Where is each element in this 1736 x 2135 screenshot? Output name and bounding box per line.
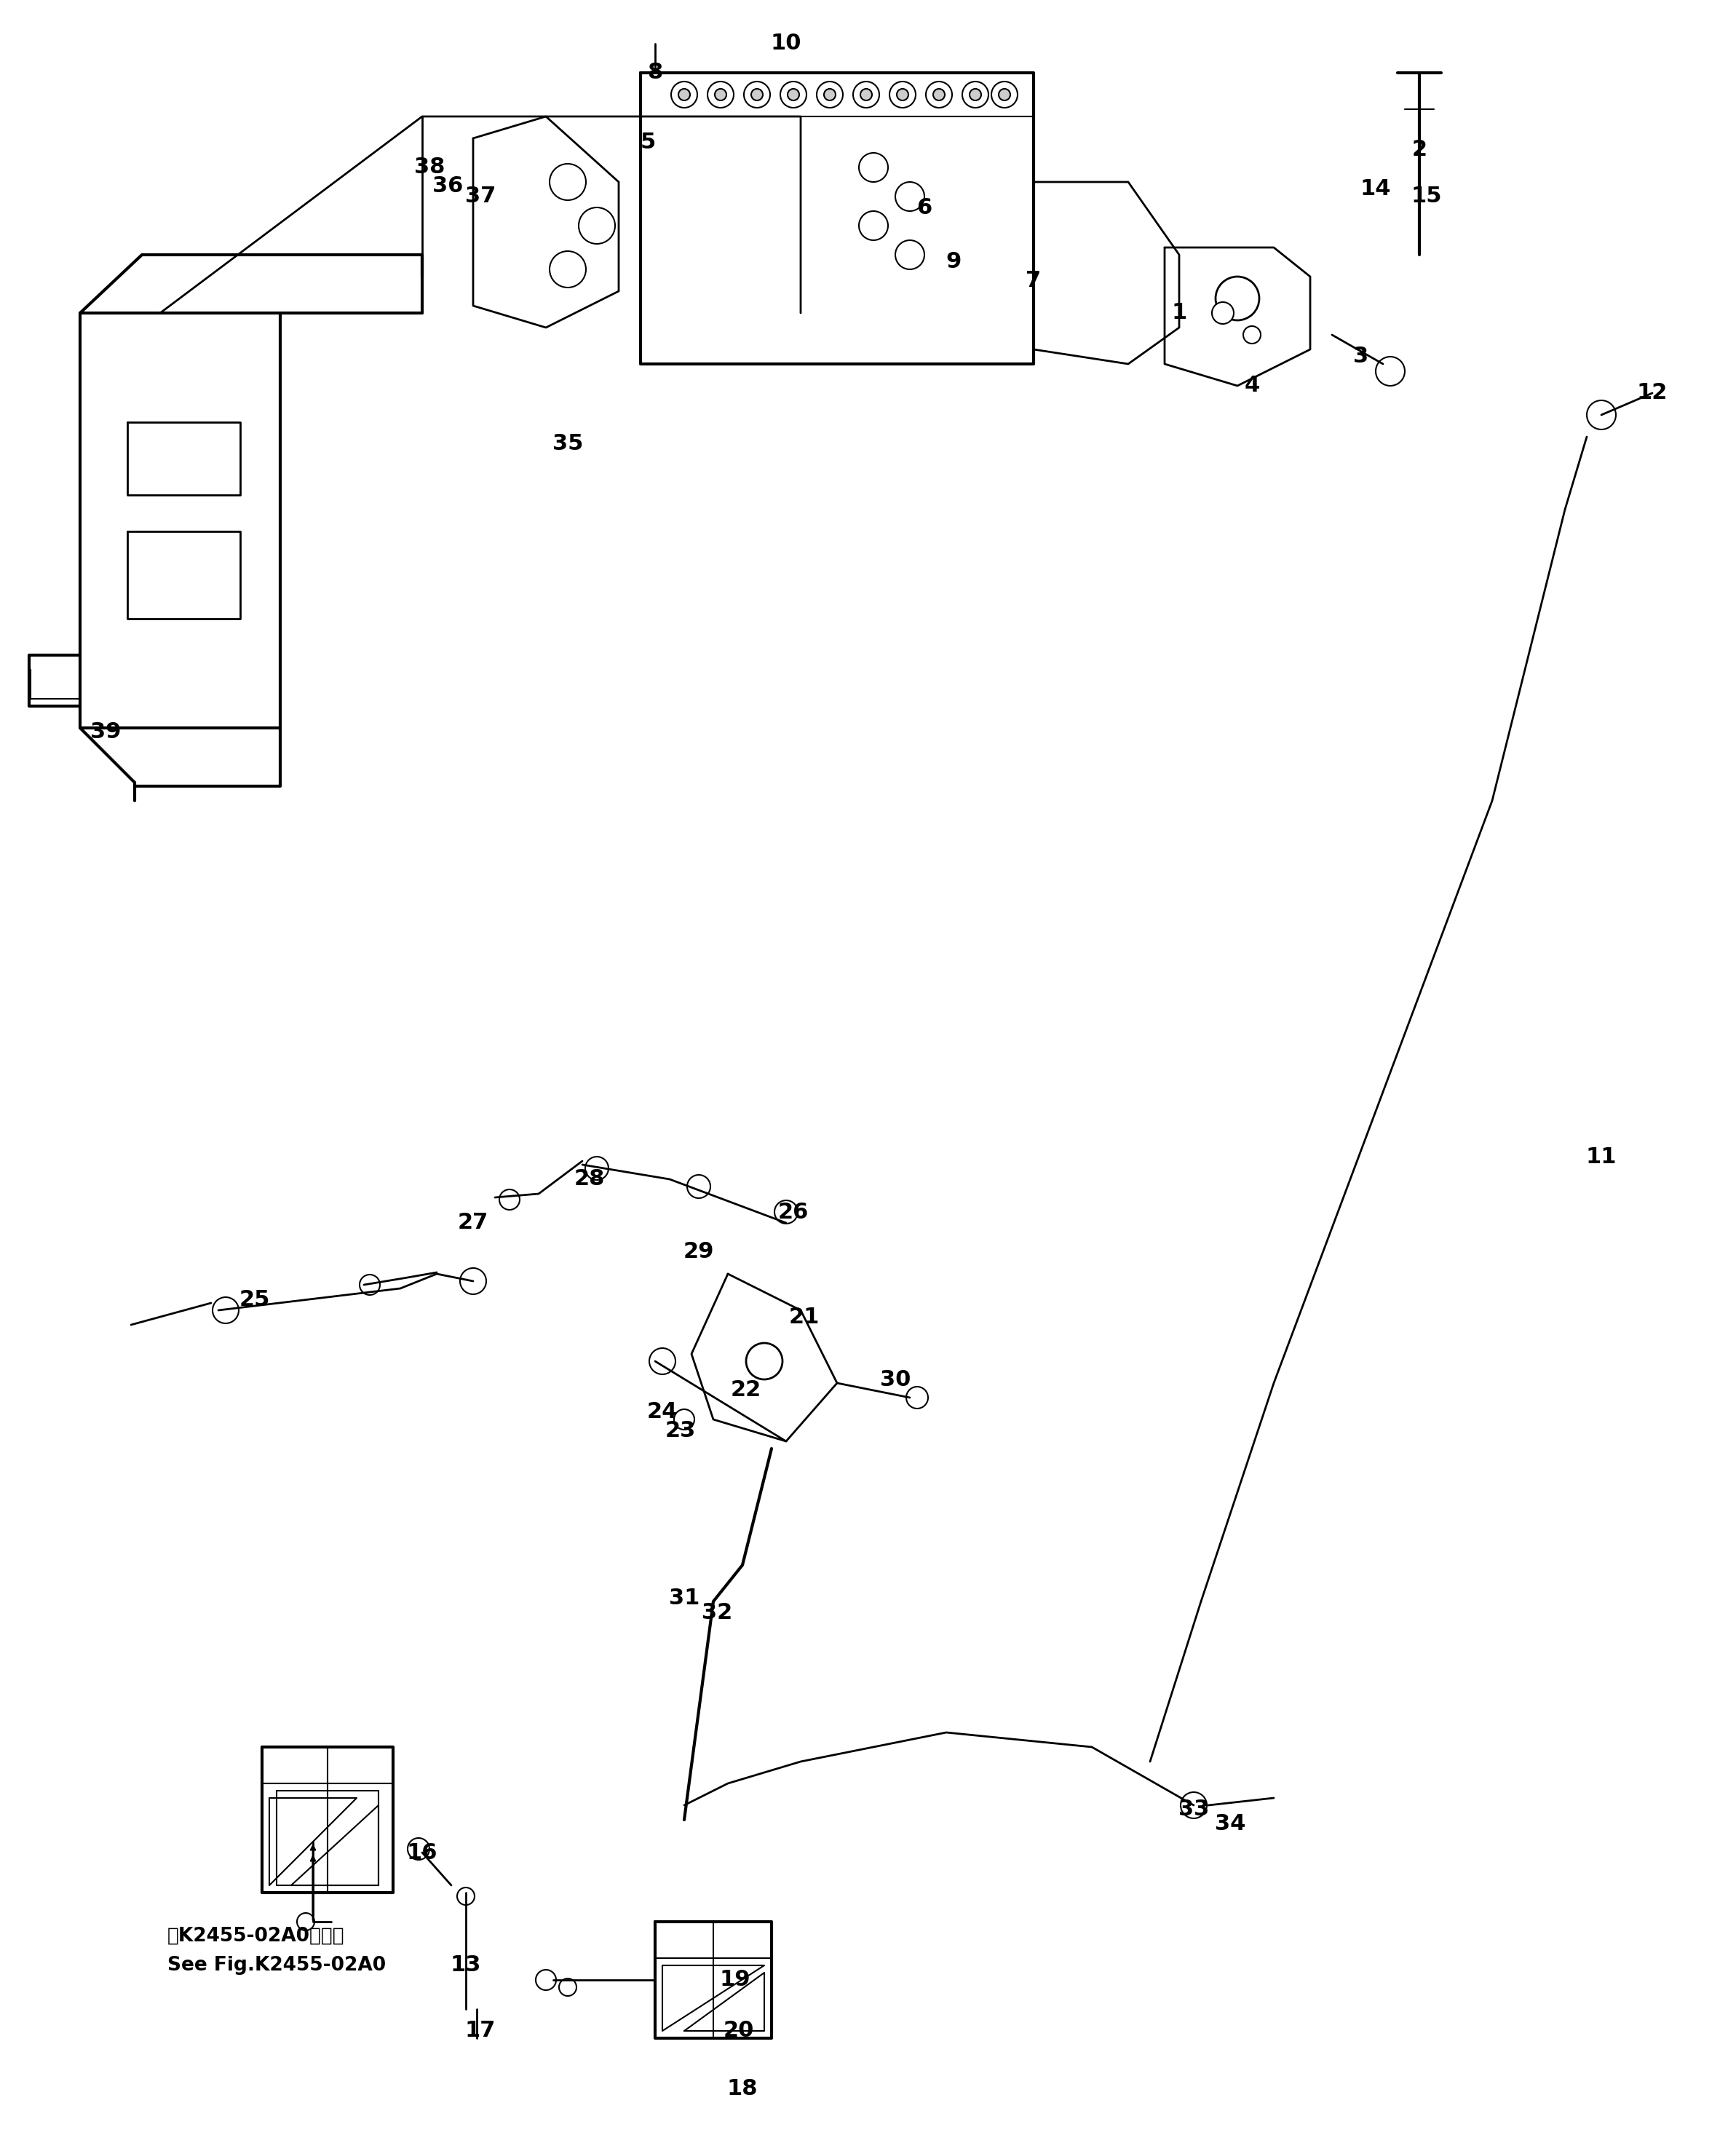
Circle shape	[852, 81, 878, 107]
Circle shape	[408, 1838, 429, 1860]
Circle shape	[779, 81, 807, 107]
Text: 13: 13	[450, 1956, 481, 1977]
Text: 14: 14	[1361, 179, 1391, 201]
Circle shape	[536, 1971, 556, 1990]
Text: 8: 8	[648, 62, 663, 83]
Circle shape	[825, 90, 835, 100]
Text: 36: 36	[432, 175, 464, 196]
Circle shape	[859, 211, 889, 241]
Circle shape	[457, 1887, 474, 1904]
Text: 25: 25	[240, 1290, 271, 1311]
Text: 39: 39	[90, 722, 122, 743]
Text: 10: 10	[771, 34, 802, 53]
Circle shape	[906, 1388, 929, 1409]
Circle shape	[889, 81, 915, 107]
Text: 2: 2	[1411, 139, 1427, 160]
Text: 12: 12	[1637, 382, 1668, 404]
Text: 27: 27	[458, 1213, 488, 1234]
Text: 11: 11	[1587, 1146, 1616, 1168]
Text: 33: 33	[1179, 1798, 1208, 1819]
Circle shape	[578, 207, 615, 243]
Circle shape	[998, 90, 1010, 100]
Text: 15: 15	[1411, 186, 1443, 207]
Circle shape	[1375, 357, 1404, 386]
Circle shape	[746, 1343, 783, 1379]
Text: 28: 28	[575, 1168, 606, 1189]
Circle shape	[212, 1298, 240, 1324]
Text: See Fig.K2455-02A0: See Fig.K2455-02A0	[167, 1956, 385, 1975]
Circle shape	[934, 90, 944, 100]
Circle shape	[559, 1979, 576, 1996]
Circle shape	[898, 90, 908, 100]
Circle shape	[925, 81, 951, 107]
Circle shape	[1212, 301, 1234, 325]
Circle shape	[816, 81, 844, 107]
Circle shape	[896, 181, 924, 211]
Text: 第K2455-02A0図参照: 第K2455-02A0図参照	[167, 1926, 345, 1945]
Circle shape	[752, 90, 762, 100]
Circle shape	[500, 1189, 519, 1211]
Circle shape	[585, 1157, 609, 1181]
Text: 1: 1	[1172, 303, 1187, 325]
Text: 7: 7	[1026, 269, 1042, 290]
Circle shape	[550, 252, 587, 288]
Circle shape	[674, 1409, 694, 1430]
Circle shape	[962, 81, 988, 107]
Text: 35: 35	[552, 433, 583, 455]
Circle shape	[672, 81, 698, 107]
Text: 4: 4	[1245, 376, 1260, 397]
Text: 19: 19	[720, 1968, 750, 1990]
Text: 32: 32	[701, 1601, 733, 1623]
Circle shape	[969, 90, 981, 100]
Circle shape	[788, 90, 799, 100]
Circle shape	[649, 1347, 675, 1375]
Circle shape	[1180, 1791, 1207, 1819]
Text: 37: 37	[465, 186, 496, 207]
Text: 6: 6	[917, 196, 932, 218]
Text: 34: 34	[1215, 1813, 1245, 1834]
Circle shape	[774, 1200, 799, 1223]
Text: 24: 24	[648, 1401, 677, 1422]
Text: 16: 16	[406, 1843, 437, 1864]
Text: 38: 38	[413, 156, 444, 177]
Text: 29: 29	[684, 1240, 713, 1262]
Circle shape	[297, 1913, 314, 1930]
Text: 26: 26	[778, 1202, 809, 1223]
Text: 17: 17	[465, 2020, 496, 2041]
Circle shape	[1587, 401, 1616, 429]
Circle shape	[991, 81, 1017, 107]
Text: 23: 23	[665, 1420, 696, 1441]
Text: 3: 3	[1354, 346, 1368, 367]
Circle shape	[896, 241, 924, 269]
Circle shape	[745, 81, 771, 107]
Text: 31: 31	[668, 1586, 700, 1608]
Circle shape	[859, 154, 889, 181]
Circle shape	[715, 90, 726, 100]
Circle shape	[460, 1268, 486, 1294]
Circle shape	[861, 90, 871, 100]
Circle shape	[1215, 278, 1259, 320]
Circle shape	[1243, 327, 1260, 344]
Circle shape	[708, 81, 734, 107]
Circle shape	[679, 90, 689, 100]
Text: 21: 21	[788, 1307, 819, 1328]
Text: 9: 9	[946, 252, 962, 273]
Text: 30: 30	[880, 1369, 911, 1390]
Circle shape	[359, 1275, 380, 1296]
Text: 18: 18	[727, 2079, 759, 2099]
Text: 5: 5	[641, 132, 656, 152]
Circle shape	[687, 1174, 710, 1198]
Text: 22: 22	[731, 1379, 762, 1401]
Circle shape	[550, 164, 587, 201]
Text: 20: 20	[724, 2020, 753, 2041]
